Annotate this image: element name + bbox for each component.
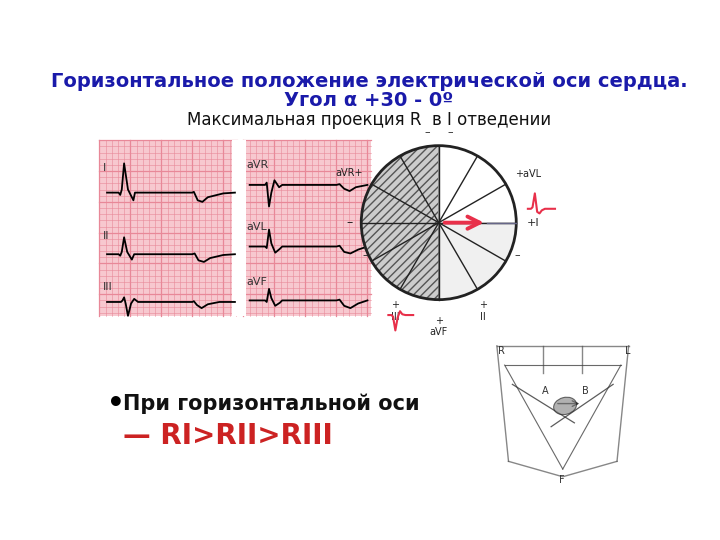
Text: –: – — [448, 127, 453, 137]
Text: II: II — [102, 231, 109, 241]
Text: •: • — [107, 389, 125, 417]
Wedge shape — [438, 146, 516, 222]
Text: aVR+: aVR+ — [336, 167, 363, 178]
Wedge shape — [361, 146, 438, 300]
Text: aVR: aVR — [246, 160, 269, 170]
Bar — [232, 140, 246, 316]
Text: +
aVF: + aVF — [430, 316, 448, 338]
Text: +aVL: +aVL — [515, 169, 541, 179]
Text: III: III — [102, 282, 112, 292]
Ellipse shape — [554, 397, 577, 415]
Text: –: – — [362, 250, 368, 260]
Text: A: A — [542, 386, 549, 396]
Text: –: – — [514, 250, 520, 260]
Text: Горизонтальное положение электрической оси сердца.: Горизонтальное положение электрической о… — [50, 72, 688, 91]
Text: aVL: aVL — [246, 221, 267, 232]
Wedge shape — [438, 146, 516, 222]
Text: +I: +I — [526, 218, 539, 228]
Text: При горизонтальной оси: При горизонтальной оси — [122, 393, 419, 414]
Text: +
II: + II — [479, 300, 487, 322]
Text: I: I — [102, 163, 106, 173]
Text: aVF: aVF — [246, 277, 267, 287]
Text: Угол α +30 - 0º: Угол α +30 - 0º — [284, 91, 454, 110]
Bar — [243, 140, 372, 316]
Text: –: – — [346, 216, 353, 229]
Text: F: F — [559, 475, 564, 485]
Text: +
III: + III — [391, 300, 400, 322]
Text: Максимальная проекция R  в I отведении: Максимальная проекция R в I отведении — [187, 111, 551, 129]
Text: R: R — [498, 346, 505, 355]
Circle shape — [361, 146, 516, 300]
Text: L: L — [625, 346, 630, 355]
Text: B: B — [582, 386, 589, 396]
Text: –: – — [424, 127, 430, 137]
Text: — RI>RII>RIII: — RI>RII>RIII — [122, 422, 333, 450]
Bar — [99, 140, 238, 316]
